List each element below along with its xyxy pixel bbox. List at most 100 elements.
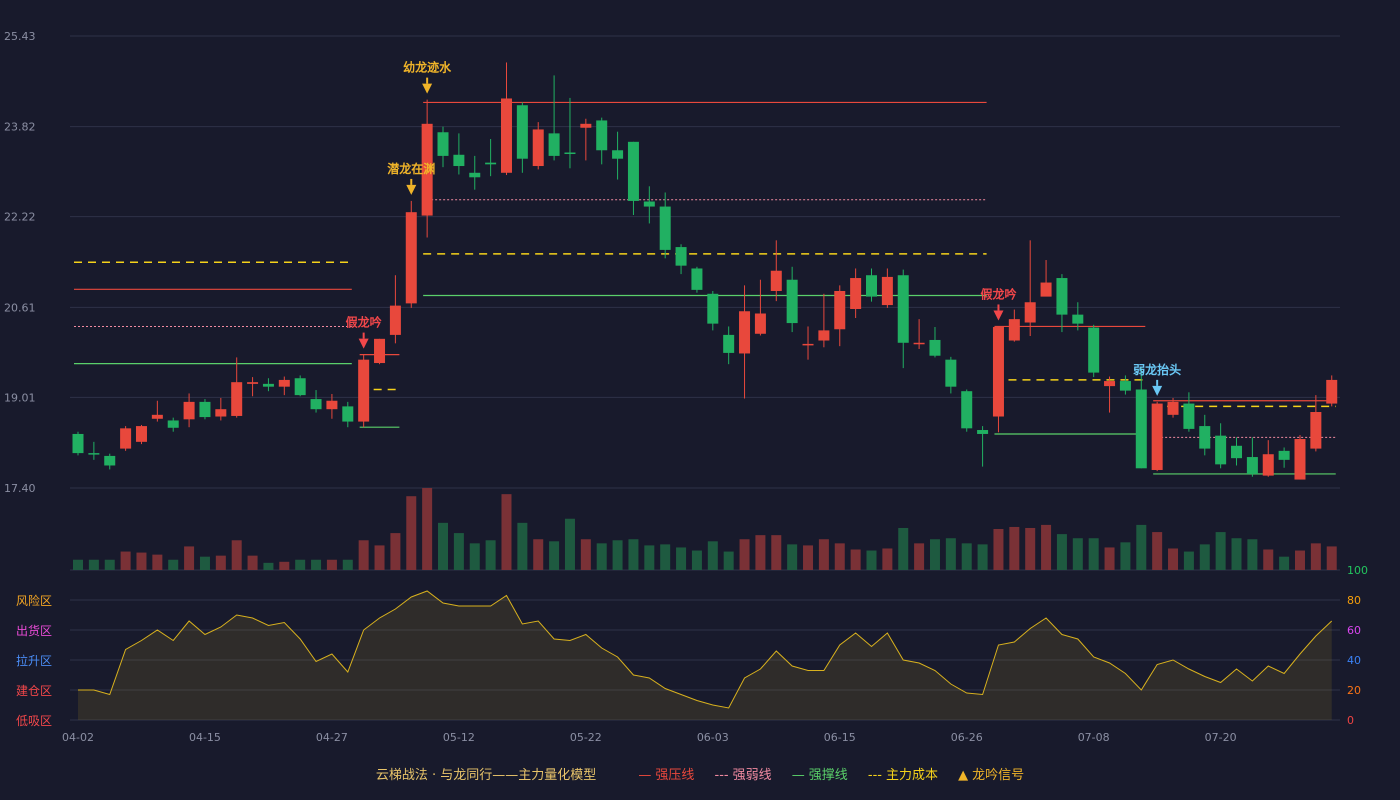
signal-arrow (422, 83, 433, 94)
candle-body (262, 383, 274, 387)
x-tick-label: 06-26 (951, 731, 983, 744)
volume-bar (311, 559, 322, 570)
volume-bar (501, 494, 512, 570)
oscillator-zone-label: 低吸区 (16, 714, 52, 728)
oscillator-zone-label: 出货区 (16, 623, 52, 638)
x-tick-label: 06-03 (697, 731, 729, 744)
volume-bar (1025, 527, 1036, 570)
volume-bar (898, 527, 909, 570)
legend-symbol-support: — (791, 768, 805, 783)
volume-bar (707, 541, 718, 570)
volume-bar (73, 559, 83, 570)
candle-body (945, 359, 957, 387)
volume-bar (549, 541, 560, 570)
signal-arrow (993, 310, 1004, 321)
volume-bar (1263, 549, 1274, 570)
candle-body (612, 150, 624, 159)
volume-bar (1326, 546, 1337, 570)
volume-bar (247, 555, 258, 570)
candle-body (485, 162, 497, 165)
volume-bar (184, 546, 195, 570)
volume-bar (676, 547, 687, 570)
price-tick-label: 19.01 (4, 391, 36, 404)
price-tick-label: 25.43 (4, 30, 36, 43)
volume-bar (406, 496, 417, 570)
volume-bar (326, 559, 337, 570)
volume-bar (1072, 538, 1083, 570)
candle-body (961, 391, 973, 429)
volume-bar (1168, 548, 1179, 570)
legend-symbol-resistance: — (638, 768, 652, 783)
volume-bar (580, 539, 591, 570)
candle-body (1072, 314, 1084, 324)
volume-bar (914, 543, 925, 570)
signal-label: 弱龙抬头 (1133, 362, 1181, 377)
candle-body (1024, 302, 1036, 323)
volume-bar (1231, 538, 1242, 570)
candle-body (453, 154, 465, 167)
volume-bar (882, 548, 893, 570)
volume-bar (1136, 524, 1147, 570)
candle-body (643, 201, 655, 207)
volume-bar (374, 545, 385, 570)
x-tick-label: 04-15 (189, 731, 221, 744)
candle-body (278, 379, 290, 387)
volume-bar (644, 545, 655, 570)
candle-body (929, 339, 941, 356)
candle-body (739, 311, 751, 354)
volume-bar (152, 554, 163, 570)
candle-body (802, 343, 814, 346)
volume-bar (1009, 526, 1020, 570)
oscillator-tick-label: 80 (1347, 594, 1361, 607)
chart-legend: 云梯战法 · 与龙同行——主力量化模型 — 强压线 --- 强弱线 — 强撑线 ---… (0, 764, 1400, 788)
legend-symbol-signal: ▲ (958, 768, 969, 783)
candle-body (1278, 450, 1290, 460)
candle-body (1008, 319, 1020, 341)
signal-label: 潜龙在渊 (387, 161, 435, 176)
legend-item-cost[interactable]: --- 主力成本 (868, 768, 942, 783)
candle-body (421, 123, 433, 216)
legend-item-weak[interactable]: --- 强弱线 (715, 768, 776, 783)
x-tick-label: 04-27 (316, 731, 348, 744)
candle-body (834, 290, 846, 330)
candle-body (580, 123, 592, 128)
volume-bar (993, 529, 1004, 570)
legend-item-signal[interactable]: ▲ 龙吟信号 (958, 768, 1024, 783)
candle-body (897, 275, 909, 343)
volume-bar (1056, 534, 1067, 570)
oscillator-area (78, 591, 1332, 720)
candle-body (707, 293, 719, 324)
candle-body (342, 406, 354, 422)
legend-symbol-weak: --- (714, 768, 729, 783)
candle-body (88, 453, 100, 455)
volume-bar (1310, 543, 1321, 570)
volume-bar (231, 540, 242, 570)
legend-item-resistance[interactable]: — 强压线 (638, 768, 698, 783)
candle-body (548, 133, 560, 156)
candle-body (405, 212, 417, 304)
volume-bar (866, 550, 877, 570)
candle-body (294, 378, 306, 396)
volume-bar (1041, 524, 1052, 570)
candle-body (1246, 457, 1258, 474)
oscillator-tick-label: 20 (1347, 684, 1361, 697)
candle-body (389, 305, 401, 335)
volume-bar (120, 551, 131, 570)
volume-bar (850, 549, 861, 570)
volume-bar (755, 535, 766, 570)
candle-body (564, 152, 576, 155)
oscillator-zone-label: 风险区 (16, 593, 52, 608)
oscillator-tick-label: 100 (1347, 564, 1368, 577)
volume-bar (660, 544, 671, 570)
candle-body (818, 330, 830, 341)
candle-body (469, 172, 481, 178)
volume-bar (723, 551, 734, 570)
candle-body (1056, 278, 1068, 315)
candle-body (72, 433, 84, 454)
candle-body (167, 420, 179, 428)
candle-body (1040, 282, 1052, 297)
legend-item-support[interactable]: — 强撑线 (792, 768, 852, 783)
volume-bar (739, 539, 750, 570)
candle-body (1199, 426, 1211, 449)
volume-bar (834, 543, 845, 570)
